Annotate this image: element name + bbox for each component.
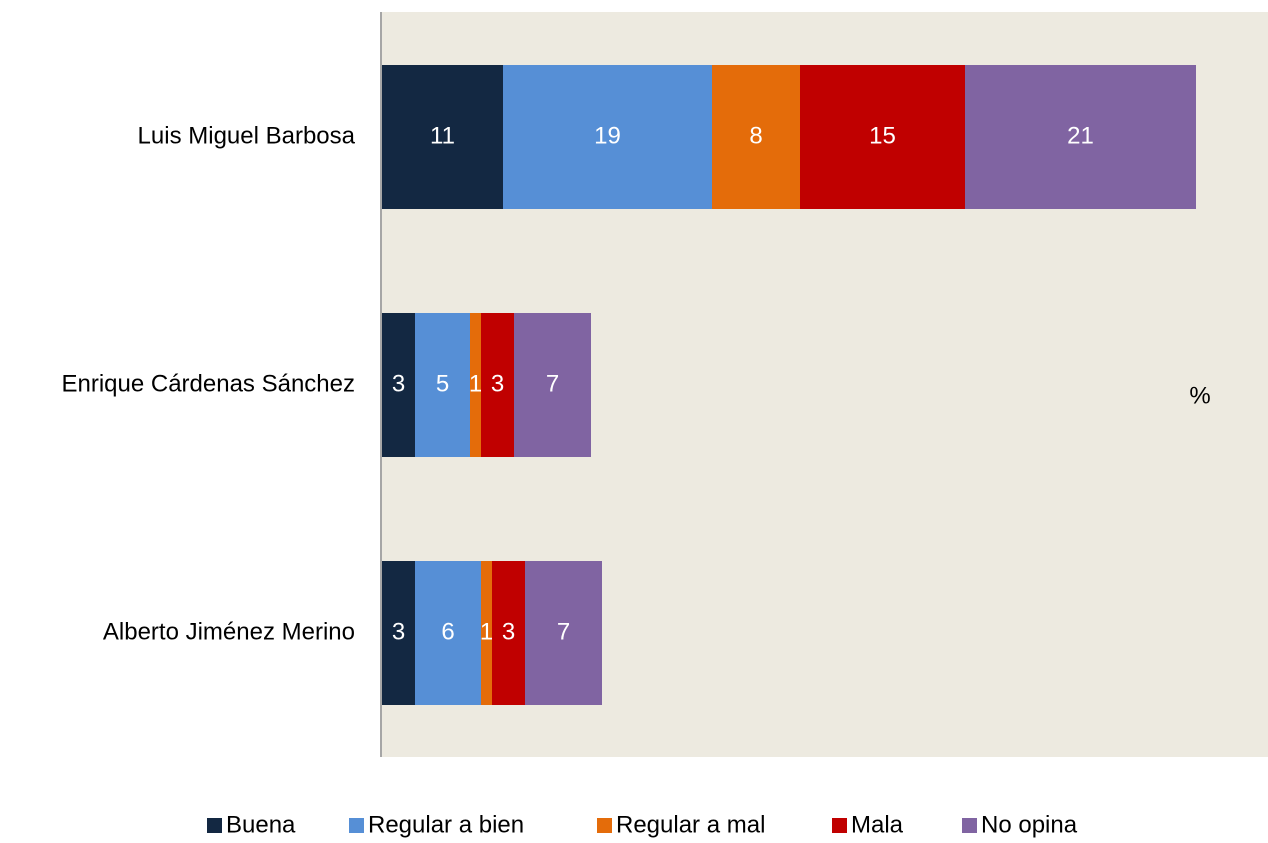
legend-swatch: [597, 818, 612, 833]
data-label: 1: [480, 618, 493, 645]
legend-swatch: [832, 818, 847, 833]
legend-label: Buena: [226, 811, 296, 838]
bar-segment: [415, 313, 470, 457]
data-label: 5: [436, 370, 449, 397]
legend-swatch: [349, 818, 364, 833]
bar-segment: [382, 561, 415, 705]
bar-segment: [503, 65, 712, 209]
legend-swatch: [962, 818, 977, 833]
data-label: 21: [1067, 122, 1094, 149]
data-label: 3: [392, 618, 405, 645]
legend-label: Regular a bien: [368, 811, 524, 838]
data-label: 1: [469, 370, 482, 397]
bar-segment: [382, 65, 503, 209]
bar-segment: [481, 561, 492, 705]
data-label: 7: [557, 618, 570, 645]
bar-segment: [415, 561, 481, 705]
bar-segment: [712, 65, 800, 209]
data-label: 19: [594, 122, 621, 149]
data-label: 3: [491, 370, 504, 397]
bar-segment: [800, 65, 965, 209]
bar-segment: [965, 65, 1196, 209]
bar-segment: [470, 313, 481, 457]
data-label: 11: [430, 122, 455, 149]
data-label: 3: [392, 370, 405, 397]
legend-label: No opina: [981, 811, 1078, 838]
data-label: 15: [869, 122, 896, 149]
data-label: 3: [502, 618, 515, 645]
data-label: 8: [749, 122, 762, 149]
bar-segment: [492, 561, 525, 705]
bar-segment: [525, 561, 602, 705]
bar-segment: [382, 313, 415, 457]
data-label: 7: [546, 370, 559, 397]
annotation: %: [1189, 382, 1210, 409]
legend-label: Mala: [851, 811, 904, 838]
legend-label: Regular a mal: [616, 811, 765, 838]
legend-swatch: [207, 818, 222, 833]
bar-segment: [514, 313, 591, 457]
y-tick-label: Enrique Cárdenas Sánchez: [61, 370, 355, 397]
y-tick-label: Alberto Jiménez Merino: [103, 618, 355, 645]
bar-segment: [481, 313, 514, 457]
data-label: 6: [441, 618, 454, 645]
y-tick-label: Luis Miguel Barbosa: [138, 122, 356, 149]
